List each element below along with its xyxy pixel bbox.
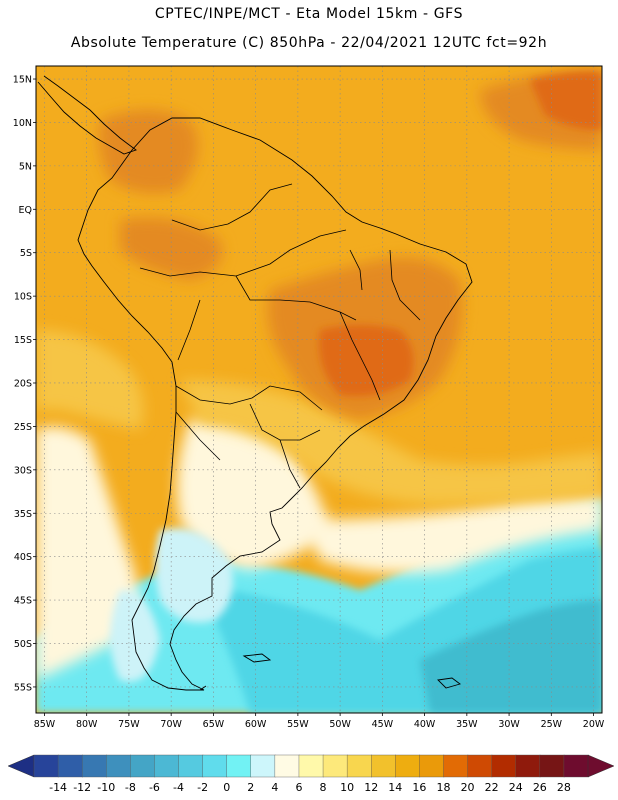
colorbar-label: 2 xyxy=(247,781,254,794)
colorbar-label: 14 xyxy=(388,781,402,794)
warm-amazon-region xyxy=(120,217,222,280)
latitude-label: 30S xyxy=(14,465,32,476)
latitude-label: 20S xyxy=(14,378,32,389)
colorbar-label: 10 xyxy=(340,781,354,794)
colorbar-swatch xyxy=(178,754,204,778)
cool-teal-region xyxy=(420,600,602,713)
colorbar-swatch xyxy=(57,754,83,778)
latitude-label: EQ xyxy=(19,205,32,216)
colorbar-label: -4 xyxy=(173,781,184,794)
latitude-labels: 15N 10N 5N EQ 5S 10S 15S 20S 25S 30S 35S 40S 45S 50S 5… xyxy=(13,75,36,693)
longitude-labels: 85W 80W 75W 70W 65W 60W 55W 50W 45W 40W 35W 30W 25W 2… xyxy=(34,713,605,730)
colorbar-swatch xyxy=(33,754,59,778)
colorbar-label: 12 xyxy=(364,781,378,794)
colorbar-swatch xyxy=(274,754,300,778)
colorbar-label: 28 xyxy=(557,781,571,794)
colorbar-label: 18 xyxy=(436,781,450,794)
colorbar-swatch xyxy=(81,754,107,778)
colorbar-swatch xyxy=(395,754,421,778)
longitude-label: 45W xyxy=(372,719,394,730)
colorbar-label: -10 xyxy=(97,781,115,794)
longitude-label: 20W xyxy=(583,719,605,730)
colorbar-label: -6 xyxy=(149,781,160,794)
colorbar-under-arrow xyxy=(7,754,35,778)
country-borders xyxy=(139,183,421,489)
colorbar-swatch xyxy=(154,754,180,778)
colorbar-over-arrow xyxy=(587,754,615,778)
latitude-label: 10N xyxy=(13,118,32,129)
colorbar: -14 -12 -10 -8 -6 -4 -2 0 2 4 6 8 10 12 14 16 18 20 22 24 26… xyxy=(7,754,615,794)
cream-east-band xyxy=(300,495,602,574)
longitude-label: 25W xyxy=(541,719,563,730)
colorbar-swatch xyxy=(515,754,541,778)
latitude-label: 55S xyxy=(14,682,32,693)
colorbar-label: 8 xyxy=(320,781,327,794)
colorbar-swatch xyxy=(202,754,228,778)
warm-north-region xyxy=(98,110,198,194)
colorbar-swatch xyxy=(322,754,348,778)
longitude-label: 55W xyxy=(287,719,309,730)
longitude-label: 60W xyxy=(245,719,267,730)
latitude-label: 15N xyxy=(13,75,32,86)
longitude-label: 65W xyxy=(203,719,225,730)
longitude-label: 40W xyxy=(414,719,436,730)
colorbar-swatch xyxy=(491,754,517,778)
latitude-label: 25S xyxy=(14,422,32,433)
pale-blue-region xyxy=(155,528,233,623)
latitude-label: 40S xyxy=(14,552,32,563)
colorbar-label: 16 xyxy=(412,781,426,794)
south-america-coastline xyxy=(77,117,473,691)
colorbar-swatch xyxy=(226,754,252,778)
longitude-label: 35W xyxy=(456,719,478,730)
colorbar-label: -12 xyxy=(73,781,91,794)
latitude-label: 10S xyxy=(14,292,32,303)
colorbar-label: -2 xyxy=(197,781,208,794)
colorbar-label: 0 xyxy=(223,781,230,794)
longitude-label: 85W xyxy=(34,719,56,730)
colorbar-swatch xyxy=(298,754,324,778)
map-frame xyxy=(35,65,603,714)
latitude-label: 45S xyxy=(14,596,32,607)
longitude-label: 30W xyxy=(498,719,520,730)
longitude-label: 75W xyxy=(118,719,140,730)
colorbar-swatch xyxy=(250,754,276,778)
map-title-line-1: CPTEC/INPE/MCT - Eta Model 15km - GFS xyxy=(154,6,464,22)
latitude-label: 50S xyxy=(14,639,32,650)
colorbar-label: 22 xyxy=(485,781,499,794)
temperature-field xyxy=(36,66,602,713)
colorbar-label: 4 xyxy=(271,781,278,794)
map-title-line-2: Absolute Temperature (C) 850hPa - 22/04/… xyxy=(70,35,548,51)
colorbar-swatch xyxy=(130,754,156,778)
colorbar-label: 24 xyxy=(509,781,523,794)
colorbar-swatch xyxy=(563,754,589,778)
colorbar-swatch xyxy=(443,754,469,778)
hot-northeast-region xyxy=(530,71,602,130)
colorbar-swatch xyxy=(467,754,493,778)
colorbar-swatch xyxy=(419,754,445,778)
colorbar-label: 26 xyxy=(533,781,547,794)
coastlines-and-borders xyxy=(37,75,473,691)
longitude-label: 70W xyxy=(160,719,182,730)
colorbar-label: 6 xyxy=(295,781,302,794)
longitude-label: 50W xyxy=(329,719,351,730)
colorbar-label: -8 xyxy=(125,781,136,794)
yellow-west-band xyxy=(36,330,144,430)
colorbar-label: -14 xyxy=(49,781,67,794)
central-america-coastline xyxy=(37,75,137,155)
longitude-label: 80W xyxy=(76,719,98,730)
southern-islands xyxy=(186,653,461,691)
colorbar-label: 20 xyxy=(461,781,475,794)
latitude-label: 15S xyxy=(14,335,32,346)
colorbar-swatch xyxy=(346,754,372,778)
latitude-label: 35S xyxy=(14,509,32,520)
colorbar-swatch xyxy=(371,754,397,778)
latitude-label: 5N xyxy=(19,161,32,172)
hot-core-region xyxy=(319,325,414,396)
colorbar-swatch xyxy=(539,754,565,778)
colorbar-swatch xyxy=(106,754,132,778)
pale-blue-south-region xyxy=(110,590,160,682)
yellow-center-band xyxy=(180,380,602,505)
latitude-label: 5S xyxy=(20,248,32,259)
